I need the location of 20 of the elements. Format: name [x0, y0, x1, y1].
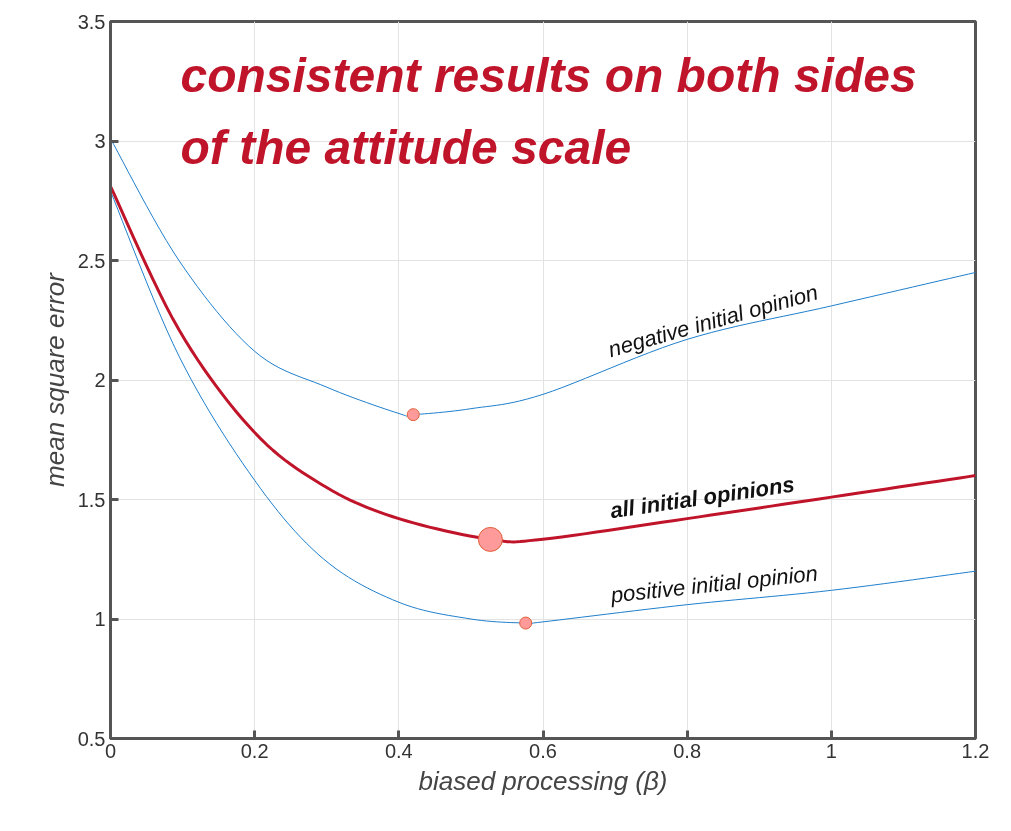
- text: consistent results on both sides of the attitude scale: [180, 48, 917, 174]
- x-tick-label: 0.6: [529, 739, 557, 762]
- x-tick-label: 1: [825, 739, 837, 762]
- x-tick-label: 0.2: [240, 739, 269, 762]
- y-tick-label: 3.5: [77, 10, 106, 33]
- annotation: all initial opinions: [608, 471, 797, 524]
- y-tick-label: 0.5: [77, 727, 106, 750]
- x-tick-label: 1.2: [961, 739, 990, 762]
- x-axis-title: biased processing (β): [418, 765, 668, 796]
- y-tick-label: 1.5: [77, 488, 106, 511]
- y-tick-label: 3: [94, 130, 106, 152]
- y-tick-label: 2.5: [77, 249, 106, 272]
- x-tick-label: 0.4: [384, 739, 413, 762]
- annotation: negative initial opinion: [605, 279, 821, 362]
- annotation: positive initial opinion: [608, 560, 819, 608]
- x-tick-label: 0.8: [673, 739, 702, 762]
- y-tick-label: 2: [94, 369, 106, 391]
- y-axis-title: mean square error: [39, 271, 70, 487]
- y-tick-label: 1: [94, 608, 106, 630]
- x-tick-label: 0: [104, 739, 117, 762]
